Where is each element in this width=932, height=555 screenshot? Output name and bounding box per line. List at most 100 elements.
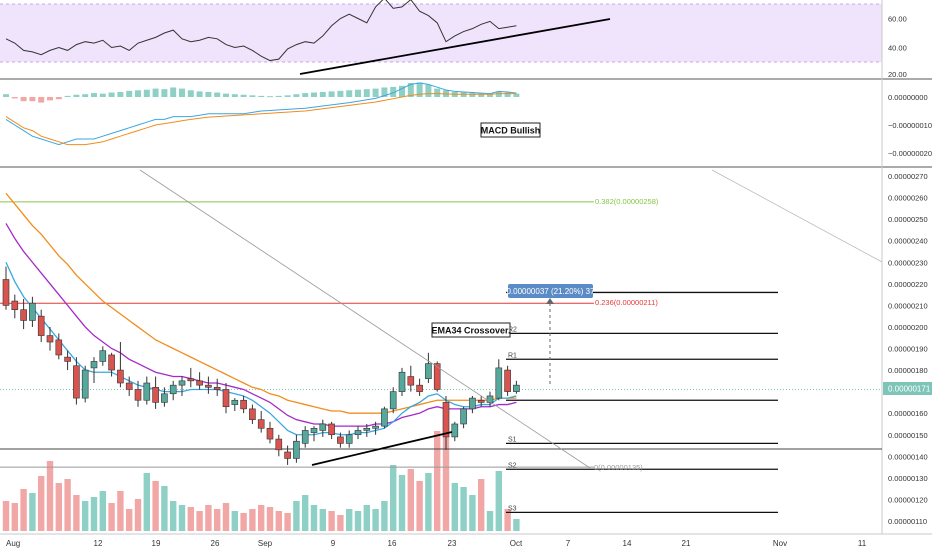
candle[interactable] [64,350,71,371]
macd-bullish-annotation[interactable]: MACD Bullish [480,122,541,138]
descending-trendline-extension[interactable] [711,169,883,263]
candle[interactable] [231,398,239,412]
candle[interactable] [213,378,221,396]
candle[interactable] [196,372,203,390]
fib-0236-label: 0.236(0.00000211) [595,298,658,307]
candle[interactable] [363,423,371,437]
candle[interactable] [398,367,406,396]
candle-body [99,350,107,362]
candle[interactable] [108,352,115,377]
price-range-measure[interactable]: 0.00000037 (21.20%) 37 [506,284,595,298]
candle[interactable] [372,421,379,435]
time-tick-label: 11 [858,539,867,548]
candle[interactable] [55,333,63,360]
candle[interactable] [425,352,432,383]
macd-histogram-bar [108,92,115,97]
candle[interactable] [328,421,335,440]
candle[interactable] [117,342,124,388]
volume-bar [117,491,124,531]
rsi-tick-label: 60.00 [888,15,907,24]
ema-crossover-annotation[interactable]: EMA34 Crossover. [431,322,511,338]
candle[interactable] [477,395,485,407]
candle[interactable] [81,365,89,403]
candle[interactable] [73,357,80,405]
candle[interactable] [275,434,283,457]
candle-body [451,423,459,438]
candle[interactable] [354,426,362,440]
candle[interactable] [266,421,274,444]
macd-histogram-bar [240,94,247,97]
candle[interactable] [99,346,107,366]
volume-bar [416,481,423,531]
volume-bar [284,513,291,531]
candle[interactable] [416,378,423,396]
candle[interactable] [37,309,45,343]
candle[interactable] [460,406,467,429]
candle[interactable] [90,357,98,383]
candle[interactable] [451,421,459,442]
candle[interactable] [240,395,247,414]
candles[interactable] [2,266,520,465]
pivot-points: R2 R1 S1 S2 S3 [506,291,778,514]
candle[interactable] [257,411,265,433]
volume-bars [2,431,520,531]
candle-body [442,402,450,438]
volume-bar [161,486,168,531]
macd-histogram-bar [390,86,397,97]
rsi-pane[interactable] [0,0,882,75]
volume-bar [196,511,203,531]
rsi-trendline[interactable] [299,18,611,75]
candle[interactable] [433,361,441,392]
candle[interactable] [337,432,344,448]
candle[interactable] [442,395,450,450]
volume-bar [354,511,362,531]
price-tick-label: 0.00000220 [888,280,928,289]
candle[interactable] [469,395,476,414]
fib-0-label: 0(0.00000135) [594,463,643,472]
candle[interactable] [205,376,212,394]
ascending-trendline[interactable] [311,431,453,466]
candle-body [389,391,397,410]
candle[interactable] [169,380,177,401]
macd-histogram-bar [416,82,423,97]
macd-histogram-bar [161,89,168,97]
candle[interactable] [249,404,256,424]
candle[interactable] [152,376,159,409]
candle[interactable] [143,376,151,405]
candle[interactable] [187,367,195,388]
drawings[interactable] [139,169,883,469]
macd-histogram-bar [38,97,45,103]
candle[interactable] [222,383,230,414]
candle[interactable] [11,294,19,319]
macd-pane[interactable] [3,82,520,146]
candle[interactable] [46,326,54,351]
descending-trendline[interactable] [139,169,591,469]
candle[interactable] [20,298,27,330]
candle[interactable] [284,445,291,465]
candle-body [108,354,115,371]
candle[interactable] [310,426,318,442]
candle-body [55,339,63,356]
candle[interactable] [504,365,511,396]
candle[interactable] [486,391,494,407]
candle[interactable] [301,426,309,448]
candle[interactable] [125,376,133,396]
candle[interactable] [2,266,10,310]
time-tick-label: Aug [6,539,20,548]
macd-histogram-bar [73,94,80,97]
candle[interactable] [29,296,36,327]
candle[interactable] [178,376,186,396]
candle[interactable] [161,387,168,407]
candle[interactable] [134,380,142,407]
candle[interactable] [293,434,300,463]
candle-body [213,387,221,390]
candle[interactable] [345,430,353,448]
candle[interactable] [407,365,415,392]
candle[interactable] [389,387,397,414]
candle[interactable] [495,359,503,401]
candle[interactable] [319,419,327,437]
time-tick-label: 21 [682,539,691,548]
candle[interactable] [513,380,520,394]
candle[interactable] [381,406,388,429]
